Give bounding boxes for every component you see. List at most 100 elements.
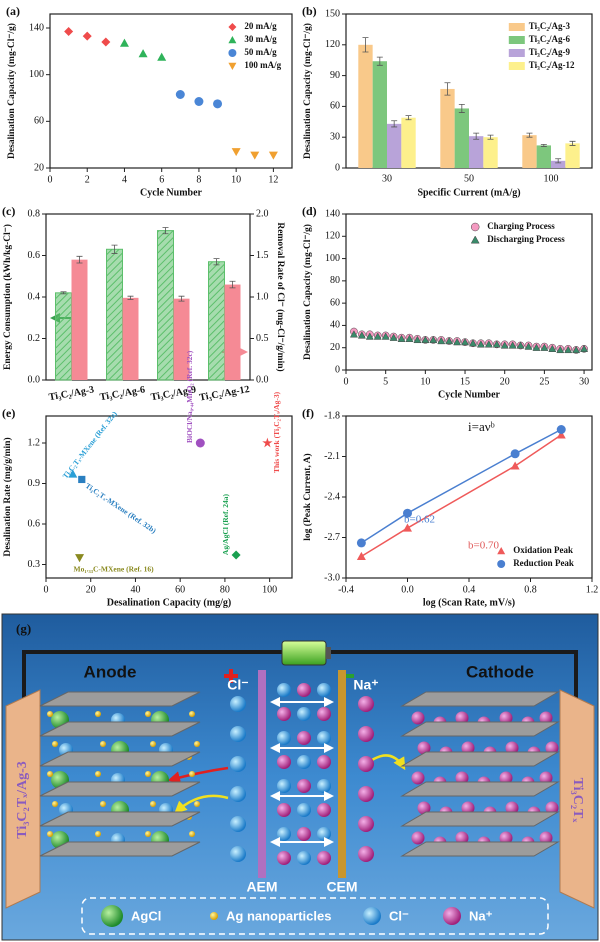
sphere (189, 831, 195, 837)
ion-label: Na⁺ (353, 677, 378, 693)
y-tick-label: 60 (330, 297, 340, 308)
current-collector (559, 689, 595, 909)
marker (508, 341, 517, 349)
y-tick-label: -2.1 (324, 451, 340, 462)
error-bar (569, 140, 576, 146)
sphere (499, 831, 513, 845)
y-tick-label: 0.9 (28, 478, 41, 489)
marker (445, 336, 454, 345)
sphere (505, 741, 519, 755)
y-tick-label: 140 (29, 22, 44, 33)
electrode-label: Ti₃C₂Tₓ/Ag-3 (15, 761, 30, 839)
ion-label: Cl⁻ (227, 677, 248, 693)
marker (510, 449, 520, 459)
y-axis-label: Desalination Capacity (mg-Cl⁻/g) (302, 23, 313, 159)
y-axis-label: Desalination Capacity (mg-Cl⁻/g) (302, 224, 313, 360)
sphere (230, 696, 246, 712)
x-axis-label: Cycle Number (438, 389, 500, 400)
marker (500, 341, 509, 349)
legend-label: Ti₃C₂/Ag-6 (529, 34, 571, 44)
legend-label: Reduction Peak (513, 558, 574, 568)
sphere (545, 741, 559, 755)
bar (522, 135, 537, 168)
point-label: BiOCl/Na₀.₄₄MnO₂ (Ref. 32c) (185, 350, 194, 443)
error-bar (444, 82, 451, 96)
x-tick-label: 20 (500, 376, 510, 387)
marker (231, 550, 241, 560)
point-label: This work (Ti₃C₂Tₓ/Ag-3) (272, 391, 281, 473)
marker (365, 332, 374, 340)
sphere (297, 851, 311, 865)
y-tick-label: -1.8 (324, 410, 340, 421)
nanosheet (39, 811, 201, 827)
sphere (443, 907, 461, 925)
marker (101, 37, 111, 47)
marker (484, 340, 493, 348)
sphere (230, 816, 246, 832)
cathode-label: Cathode (466, 662, 534, 681)
sphere (100, 741, 106, 747)
plot-frame (345, 213, 593, 371)
legend-swatch (508, 36, 525, 44)
legend-label: AgCl (131, 908, 161, 923)
sphere (411, 771, 425, 785)
y-tick-label: 0.2 (28, 333, 41, 344)
y-tick-label: 0 (335, 162, 340, 173)
x-tick-label: 0 (48, 174, 53, 185)
error-bar (526, 132, 533, 138)
nanosheet (400, 721, 560, 737)
error-bar (213, 258, 220, 266)
sphere (461, 741, 475, 755)
marker (397, 334, 406, 342)
marker (373, 332, 382, 340)
marker (381, 332, 390, 340)
legend-marker (228, 62, 237, 70)
plus-sign (224, 669, 238, 683)
sphere (101, 905, 123, 927)
error-bar (391, 120, 398, 128)
x-tick-label: 5 (383, 376, 388, 387)
marker (75, 554, 85, 563)
bar (157, 230, 174, 381)
bar (224, 284, 241, 380)
x-tick-label: 20 (86, 584, 96, 595)
sphere (363, 907, 381, 925)
legend-marker (228, 36, 237, 44)
marker (556, 345, 565, 354)
bar (358, 44, 373, 168)
y-tick-label: 140 (325, 208, 340, 219)
error-bar (458, 103, 465, 113)
legend-marker (228, 23, 237, 31)
panel-label: (c) (2, 204, 15, 218)
x-tick-label: 0.0 (401, 584, 414, 595)
sphere (539, 711, 553, 725)
sphere (455, 711, 469, 725)
sphere (277, 755, 291, 769)
y-tick-label: 60 (330, 101, 340, 112)
marker (461, 338, 470, 346)
error-bar (127, 295, 134, 300)
sphere (297, 803, 311, 817)
y2-tick-label: 1.0 (256, 291, 269, 302)
y-tick-label: 100 (325, 253, 340, 264)
marker (548, 344, 557, 352)
anode-label: Anode (84, 662, 137, 681)
nanosheet (39, 691, 201, 707)
error-bar (540, 143, 547, 147)
y-tick-label: 0 (335, 364, 340, 375)
x-tick-label: 0 (44, 584, 49, 595)
sphere (47, 831, 53, 837)
marker (403, 523, 412, 532)
marker (572, 345, 581, 354)
legend-label: 20 mA/g (244, 21, 277, 31)
marker (357, 331, 366, 339)
bar (565, 143, 580, 168)
sphere (358, 786, 374, 802)
error-bar (376, 56, 383, 66)
y-tick-label: 20 (34, 162, 44, 173)
sphere (358, 726, 374, 742)
sphere (297, 707, 311, 721)
bar (483, 137, 498, 168)
sphere (317, 779, 331, 793)
reaction-arrow (167, 766, 229, 784)
